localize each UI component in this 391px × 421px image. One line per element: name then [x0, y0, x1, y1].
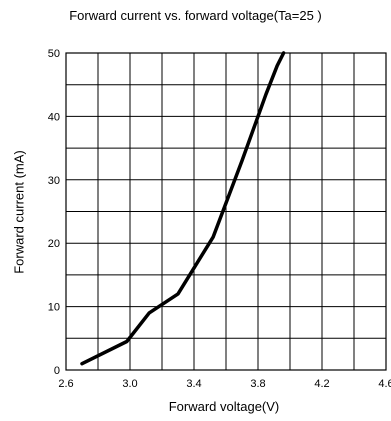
- y-tick-label: 30: [48, 175, 60, 187]
- x-tick-label: 4.6: [378, 378, 391, 390]
- x-tick-label: 2.6: [58, 378, 73, 390]
- x-axis-label: Forward voltage(V): [168, 399, 280, 414]
- y-tick-label: 0: [54, 365, 60, 377]
- series-line: [80, 51, 286, 366]
- x-tick-label: 3.4: [186, 378, 201, 390]
- plot-frame: [65, 52, 387, 371]
- x-tick-label: 3.8: [250, 378, 265, 390]
- y-tick-label: 10: [48, 302, 60, 314]
- y-tick-label: 40: [48, 111, 60, 123]
- chart-title: Forward current vs. forward voltage(Ta=2…: [69, 8, 322, 23]
- y-tick-label: 20: [48, 238, 60, 250]
- x-tick-label: 3.0: [122, 378, 137, 390]
- y-tick-label: 50: [48, 48, 60, 60]
- x-tick-label: 4.2: [314, 378, 329, 390]
